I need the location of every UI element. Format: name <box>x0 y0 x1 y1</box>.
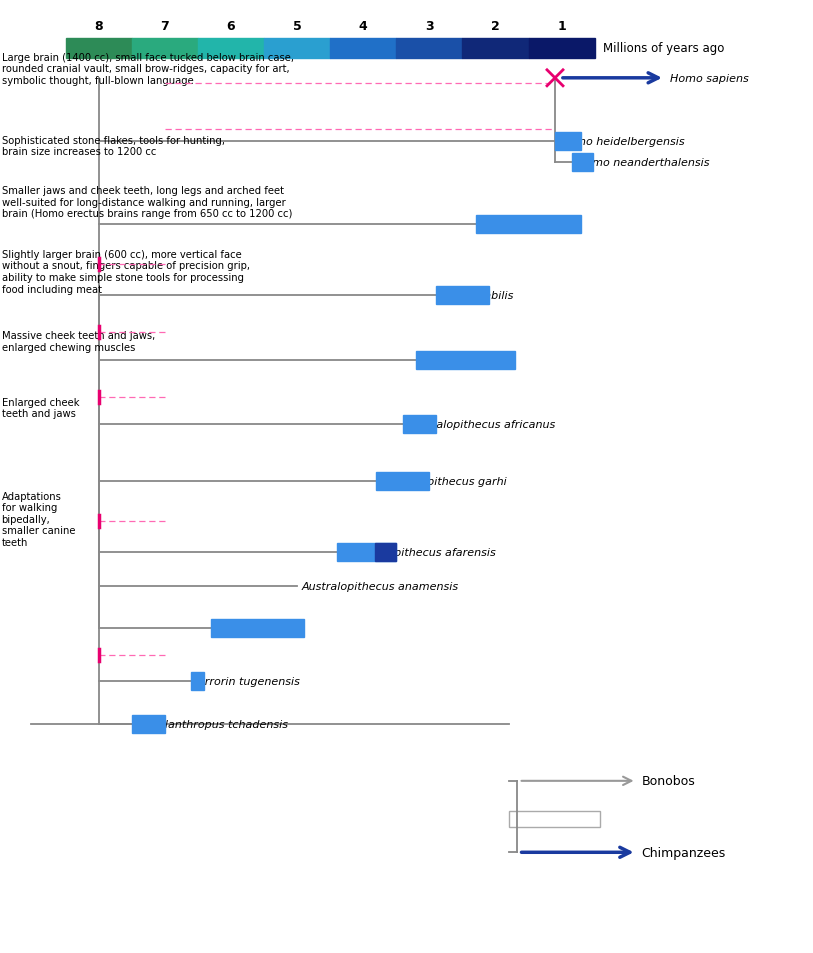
Text: Millions of years ago: Millions of years ago <box>602 42 724 55</box>
Bar <box>264 39 330 58</box>
Bar <box>403 416 436 434</box>
Text: Bonobos: Bonobos <box>641 775 695 787</box>
Bar <box>396 39 463 58</box>
Text: Slightly larger brain (600 cc), more vertical face
without a snout, fingers capa: Slightly larger brain (600 cc), more ver… <box>2 250 250 294</box>
Bar <box>132 715 165 733</box>
Bar <box>191 672 205 690</box>
Text: 7: 7 <box>160 20 169 32</box>
Text: 5: 5 <box>293 20 302 32</box>
Text: Homo sapiens: Homo sapiens <box>670 73 749 84</box>
Text: Homo erectus: Homo erectus <box>480 219 559 230</box>
Text: Sahelanthropus tchadensis: Sahelanthropus tchadensis <box>137 719 288 729</box>
Bar <box>330 39 396 58</box>
Text: 3: 3 <box>425 20 433 32</box>
Text: Australopithecus africanus: Australopithecus africanus <box>408 419 556 429</box>
Bar <box>509 811 600 827</box>
Text: Australopithecus afarensis: Australopithecus afarensis <box>348 548 496 558</box>
Bar <box>416 352 515 370</box>
Text: Paranthropus: Paranthropus <box>421 355 496 365</box>
Text: Homo habilis: Homo habilis <box>441 291 513 301</box>
Text: Homo heidelbergensis: Homo heidelbergensis <box>560 136 685 147</box>
Text: Sophisticated stone flakes, tools for hunting,
brain size increases to 1200 cc: Sophisticated stone flakes, tools for hu… <box>2 135 224 157</box>
Text: Chimpanzees: Chimpanzees <box>641 846 726 859</box>
Text: Enlarged cheek
teeth and jaws: Enlarged cheek teeth and jaws <box>2 397 79 418</box>
Text: 8: 8 <box>94 20 103 32</box>
Bar <box>555 132 581 151</box>
Text: Orrorin tugenensis: Orrorin tugenensis <box>196 676 300 686</box>
Bar <box>528 39 594 58</box>
Text: 6: 6 <box>227 20 235 32</box>
Text: Homo neanderthalensis: Homo neanderthalensis <box>576 157 709 168</box>
Bar <box>463 39 528 58</box>
Bar <box>476 215 581 233</box>
Text: Australopithecus garhi: Australopithecus garhi <box>381 476 507 486</box>
Text: Australopithecus anamensis: Australopithecus anamensis <box>302 581 459 591</box>
Bar <box>198 39 264 58</box>
Bar <box>436 287 489 305</box>
Bar <box>66 39 132 58</box>
Bar <box>572 153 593 172</box>
Text: Smaller jaws and cheek teeth, long legs and arched feet
well-suited for long-dis: Smaller jaws and cheek teeth, long legs … <box>2 186 292 219</box>
Bar <box>211 619 304 638</box>
Text: Adaptations
for walking
bipedally,
smaller canine
teeth: Adaptations for walking bipedally, small… <box>2 491 75 547</box>
Bar <box>376 543 396 561</box>
Bar <box>376 473 429 490</box>
Text: Massive cheek teeth and jaws,
enlarged chewing muscles: Massive cheek teeth and jaws, enlarged c… <box>2 331 154 353</box>
Text: 4: 4 <box>359 20 367 32</box>
Text: 2: 2 <box>491 20 500 32</box>
Text: Ardipithecus: Ardipithecus <box>216 624 286 634</box>
Text: 1: 1 <box>557 20 566 32</box>
Bar <box>337 543 396 561</box>
Text: Large brain (1400 cc), small face tucked below brain case,
rounded cranial vault: Large brain (1400 cc), small face tucked… <box>2 52 293 86</box>
Bar <box>132 39 198 58</box>
